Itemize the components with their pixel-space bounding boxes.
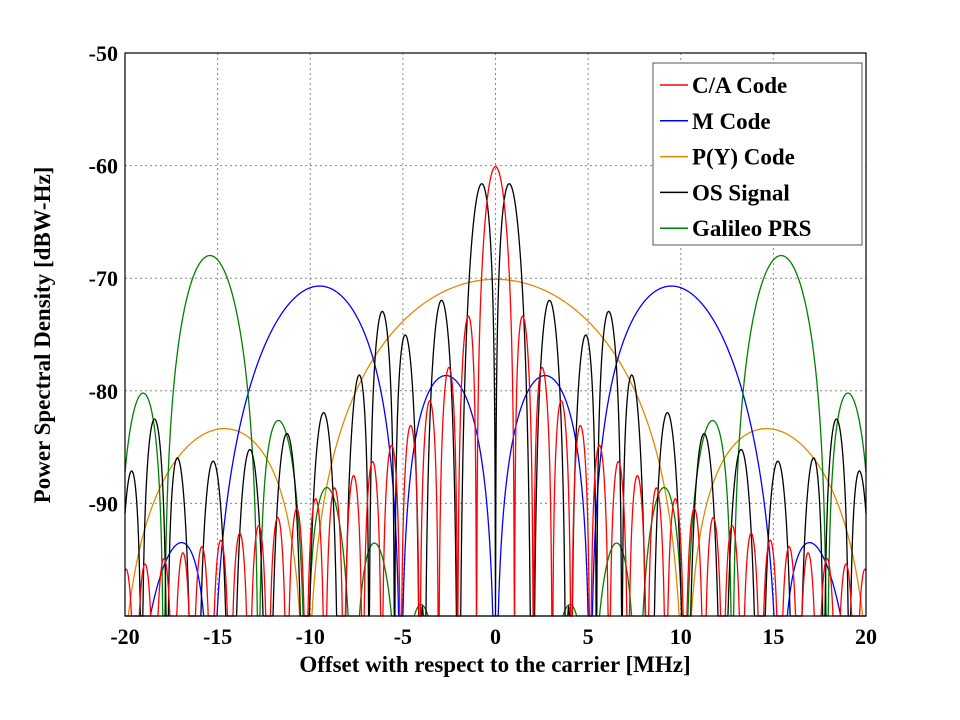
x-tick-label: 20 bbox=[855, 624, 877, 649]
x-tick-labels: -20 -15 -10 -5 0 5 10 15 20 bbox=[110, 624, 877, 649]
x-tick-label: 5 bbox=[583, 624, 594, 649]
x-tick-label: -10 bbox=[296, 624, 325, 649]
legend: C/A Code M Code P(Y) Code OS Signal Galileo … bbox=[652, 62, 863, 246]
legend-label: C/A Code bbox=[692, 73, 787, 98]
x-tick-label: 15 bbox=[762, 624, 784, 649]
legend-box bbox=[652, 62, 863, 246]
y-tick-label: -70 bbox=[89, 266, 118, 291]
plot-frame bbox=[124, 52, 867, 617]
y-axis-label: Power Spectral Density [dBW-Hz] bbox=[30, 167, 55, 504]
legend-label: M Code bbox=[692, 109, 771, 134]
x-tick-label: -15 bbox=[203, 624, 232, 649]
y-tick-label: -50 bbox=[89, 41, 118, 66]
x-tick-label: -20 bbox=[110, 624, 139, 649]
y-tick-label: -80 bbox=[89, 379, 118, 404]
x-tick-label: 0 bbox=[490, 624, 501, 649]
y-tick-label: -90 bbox=[89, 491, 118, 516]
y-tick-label: -60 bbox=[89, 154, 118, 179]
legend-label: OS Signal bbox=[692, 180, 790, 205]
x-axis-label: Offset with respect to the carrier [MHz] bbox=[299, 652, 690, 677]
y-tick-labels: -50 -60 -70 -80 -90 bbox=[89, 41, 118, 516]
legend-label: P(Y) Code bbox=[692, 145, 795, 170]
x-tick-label: -5 bbox=[394, 624, 412, 649]
legend-label: Galileo PRS bbox=[692, 216, 811, 241]
x-tick-label: 10 bbox=[670, 624, 692, 649]
series-line-p-y-code bbox=[125, 278, 866, 617]
